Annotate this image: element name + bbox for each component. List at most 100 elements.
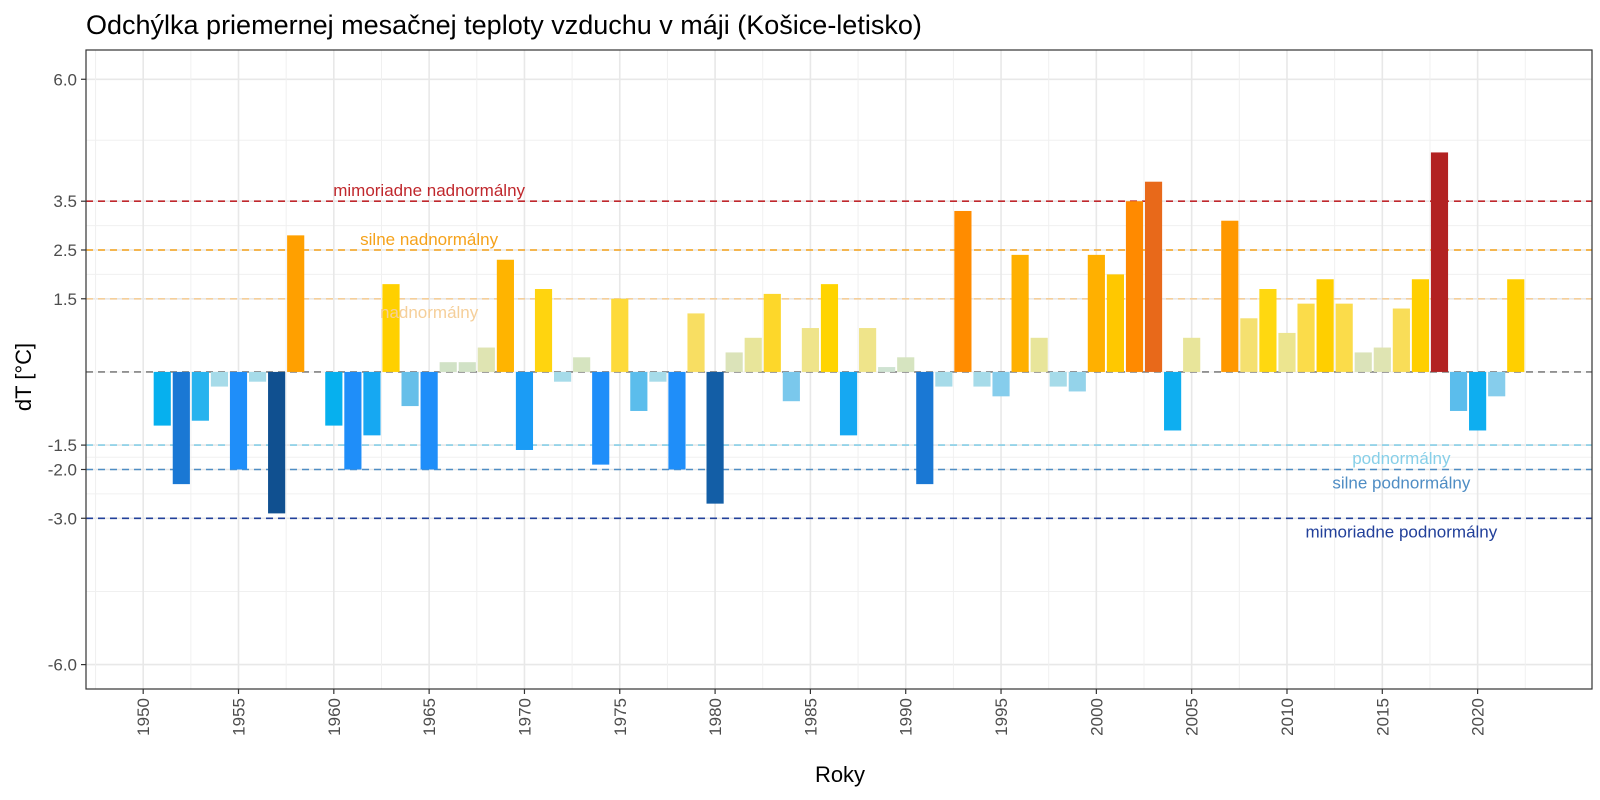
bar-1981 <box>725 352 743 372</box>
reference-label: silne podnormálny <box>1332 473 1470 492</box>
bar-2019 <box>1449 371 1468 411</box>
bar-2021 <box>1488 371 1506 397</box>
bar-1976 <box>630 371 648 411</box>
bar-1985 <box>801 328 819 372</box>
reference-label: nadnormálny <box>380 303 479 322</box>
x-tick-label: 2020 <box>1469 698 1488 736</box>
bar-1996 <box>1011 254 1029 372</box>
bar-1984 <box>782 371 800 402</box>
x-tick-label: 1970 <box>515 698 534 736</box>
bar-2001 <box>1106 274 1124 372</box>
reference-label: silne nadnormálny <box>360 230 498 249</box>
bar-1991 <box>916 371 934 485</box>
reference-label: podnormálny <box>1352 449 1451 468</box>
bar-1978 <box>668 371 686 470</box>
bar-1983 <box>763 293 781 372</box>
bar-2005 <box>1183 337 1201 372</box>
x-axis: 1950 1955 1960 1965 1970 1975 1980 1985 1990 1995… <box>134 689 1488 736</box>
y-tick-label: 2.5 <box>53 241 77 260</box>
bar-1961 <box>344 371 362 470</box>
plot-border <box>85 49 1593 690</box>
bar-1988 <box>859 328 877 372</box>
bar-1995 <box>992 371 1010 397</box>
y-tick-label: 1.5 <box>53 290 77 309</box>
bar-1966 <box>439 362 457 372</box>
bar-1989 <box>878 367 896 372</box>
y-axis-title: dT [°C] <box>11 343 36 411</box>
bar-1972 <box>554 371 572 382</box>
y-tick-label: 6.0 <box>53 70 77 89</box>
bar-2018 <box>1430 152 1449 372</box>
y-tick-label: -6.0 <box>48 656 77 675</box>
bar-1979 <box>687 313 705 372</box>
bar-1971 <box>534 289 553 372</box>
bar-1993 <box>954 210 972 372</box>
y-tick-label: -3.0 <box>48 509 77 528</box>
x-tick-label: 1985 <box>801 698 820 736</box>
x-tick-label: 1990 <box>897 698 916 736</box>
x-axis-title: Roky <box>815 762 865 787</box>
y-tick-label: -1.5 <box>48 436 77 455</box>
bar-2014 <box>1354 352 1372 372</box>
bar-1954 <box>210 371 229 387</box>
x-tick-label: 2000 <box>1087 698 1106 736</box>
bar-2011 <box>1297 303 1315 372</box>
x-tick-label: 2010 <box>1278 698 1297 736</box>
bar-1967 <box>458 362 476 372</box>
bar-1977 <box>649 371 667 382</box>
bar-1968 <box>477 347 495 372</box>
bar-2003 <box>1144 181 1163 372</box>
x-tick-label: 1965 <box>420 698 439 736</box>
bar-2009 <box>1259 289 1277 372</box>
reference-label: mimoriadne nadnormálny <box>333 181 525 200</box>
bar-2000 <box>1087 254 1105 372</box>
bar-1975 <box>611 298 629 372</box>
bar-1956 <box>248 371 267 382</box>
bar-1982 <box>744 337 762 372</box>
bar-2015 <box>1373 347 1391 372</box>
bar-1965 <box>420 371 438 470</box>
bar-1970 <box>515 371 534 450</box>
reference-label: mimoriadne podnormálny <box>1305 522 1497 541</box>
bar-2012 <box>1316 279 1334 372</box>
bar-1974 <box>592 371 610 465</box>
bar-1987 <box>839 371 858 436</box>
bar-1964 <box>401 371 419 407</box>
bar-1999 <box>1068 371 1086 392</box>
bar-1960 <box>325 371 343 426</box>
bar-1955 <box>229 371 248 470</box>
bar-2008 <box>1240 318 1258 372</box>
x-tick-label: 1960 <box>325 698 344 736</box>
bar-1997 <box>1030 337 1048 372</box>
bar-1973 <box>573 357 591 372</box>
y-tick-label: 3.5 <box>53 192 77 211</box>
bar-2016 <box>1392 308 1410 372</box>
x-tick-label: 1980 <box>706 698 725 736</box>
x-tick-label: 1975 <box>611 698 630 736</box>
bar-2010 <box>1278 332 1296 372</box>
bar-1958 <box>287 235 305 372</box>
bars <box>153 152 1525 514</box>
bar-1963 <box>382 284 400 372</box>
y-axis: 6.0 3.5 2.5 1.5 -1.5 -2.0 -3.0 -6.0 <box>48 70 86 675</box>
bar-1992 <box>935 371 953 387</box>
x-tick-label: 1955 <box>230 698 249 736</box>
bar-2020 <box>1469 371 1487 431</box>
bar-1952 <box>172 371 190 485</box>
bar-2022 <box>1507 279 1525 372</box>
bar-1969 <box>496 259 514 372</box>
x-tick-label: 1950 <box>134 698 153 736</box>
bar-1953 <box>191 371 209 421</box>
bar-1962 <box>363 371 381 436</box>
reference-labels: mimoriadne nadnormálny silne nadnormálny n… <box>333 181 1498 541</box>
y-tick-label: -2.0 <box>48 460 77 479</box>
bar-1990 <box>897 357 915 372</box>
x-tick-label: 1995 <box>992 698 1011 736</box>
bar-2017 <box>1411 279 1430 372</box>
x-tick-label: 2015 <box>1373 698 1392 736</box>
bar-1994 <box>973 371 991 387</box>
bar-1980 <box>706 371 724 504</box>
chart-title: Odchýlka priemernej mesačnej teploty vzd… <box>86 10 922 40</box>
bar-1986 <box>820 284 839 372</box>
